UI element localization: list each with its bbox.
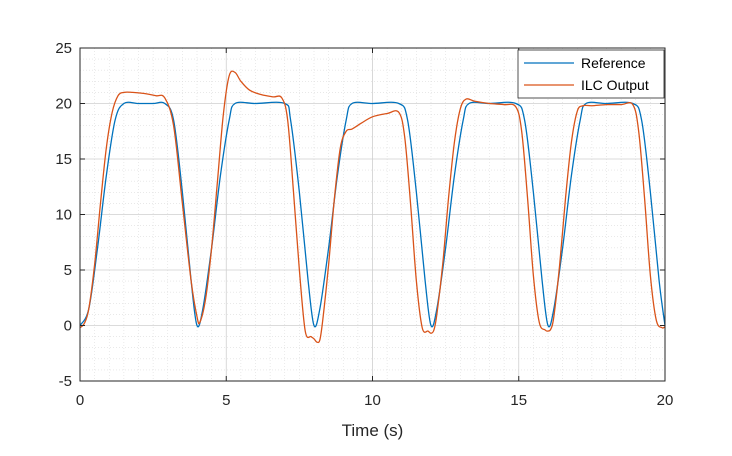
series-line-reference: [79, 101, 666, 328]
x-tick-label: 5: [222, 392, 230, 409]
x-tick-label: 15: [510, 392, 527, 409]
y-tick-label: 0: [64, 318, 72, 335]
x-tick-label: 20: [657, 392, 674, 409]
x-axis-label: Time (s): [342, 421, 404, 440]
series-line-ilc-output: [79, 70, 666, 344]
y-tick-label: 5: [64, 262, 72, 279]
y-tick-label: 10: [55, 207, 72, 224]
legend-label-ilc-output: ILC Output: [581, 77, 649, 93]
tick-marks: [79, 47, 666, 382]
legend-label-reference: Reference: [581, 55, 646, 71]
series-layer: [79, 70, 666, 344]
x-tick-label: 0: [76, 392, 84, 409]
y-tick-label: -5: [59, 373, 72, 390]
x-tick-label: 10: [364, 392, 381, 409]
y-tick-label: 15: [55, 151, 72, 168]
x-tick-labels: 0 5 10 15 20: [76, 392, 674, 409]
legend-box: [517, 49, 665, 99]
y-tick-label: 25: [55, 40, 72, 57]
legend: Reference ILC Output: [517, 49, 665, 99]
y-tick-labels: -5 0 5 10 15 20 25: [55, 40, 72, 390]
y-tick-label: 20: [55, 96, 72, 113]
